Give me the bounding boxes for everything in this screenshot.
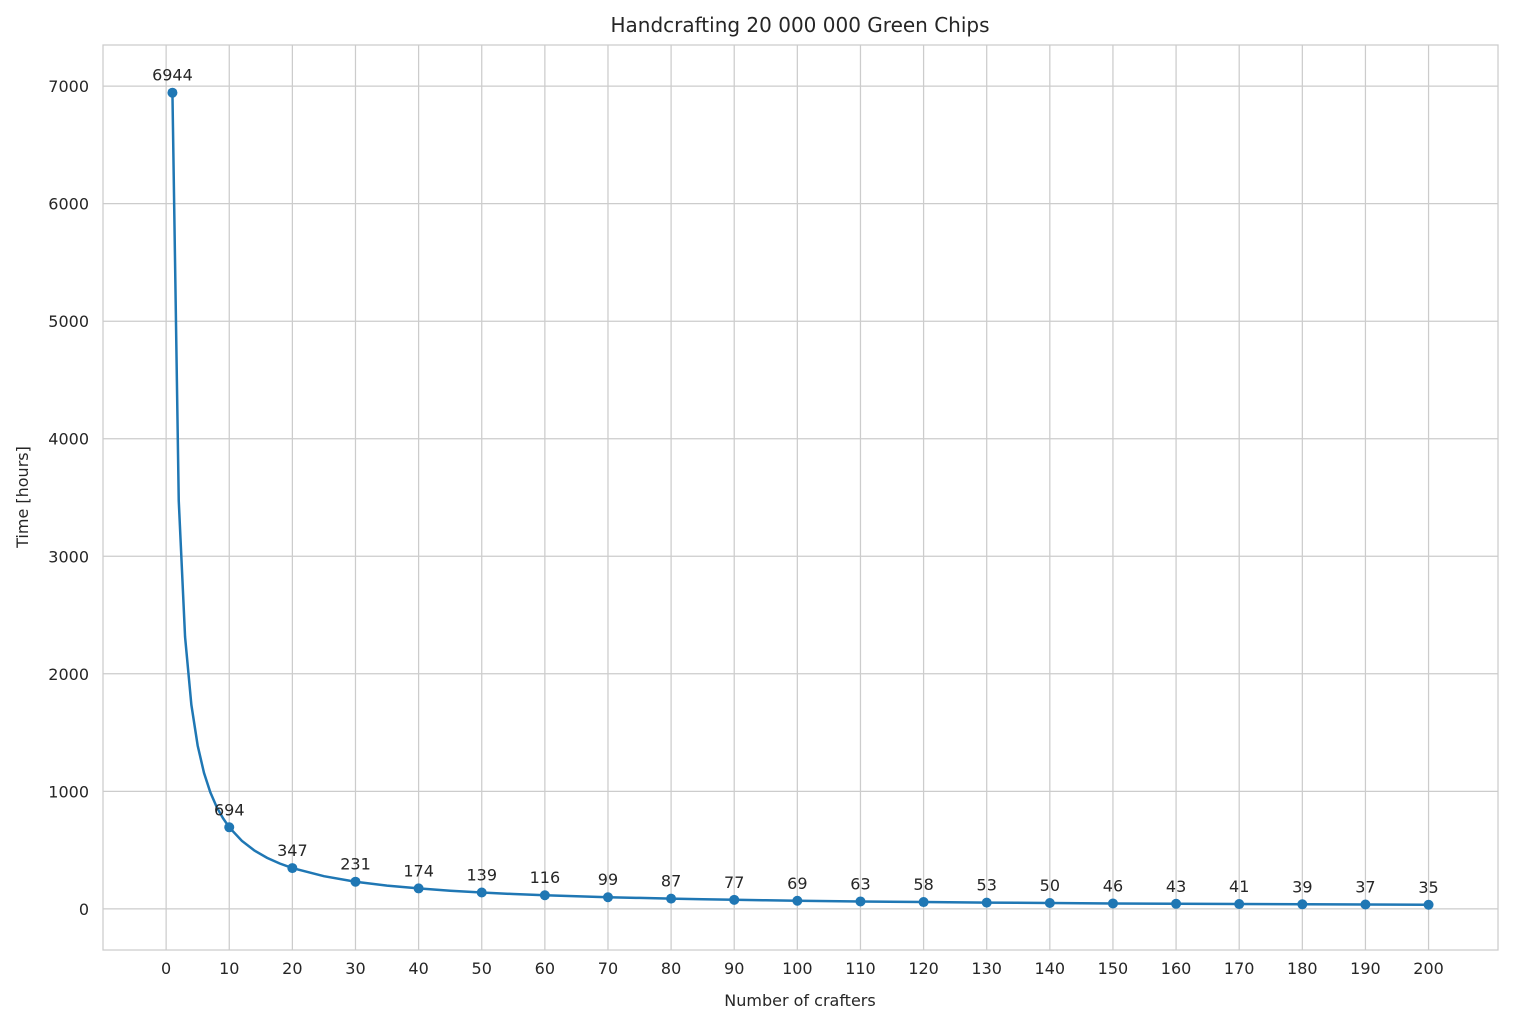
data-point: [918, 897, 929, 908]
data-point: [350, 876, 361, 887]
data-point: [855, 896, 866, 907]
x-tick-label: 10: [219, 959, 239, 978]
x-tick-label: 170: [1224, 959, 1255, 978]
data-point: [792, 895, 803, 906]
y-tick-label: 6000: [48, 195, 89, 214]
data-point: [476, 887, 487, 898]
data-point: [666, 893, 677, 904]
y-tick-label: 0: [79, 900, 89, 919]
y-tick-label: 2000: [48, 665, 89, 684]
data-label: 50: [1040, 876, 1060, 895]
data-label: 39: [1292, 877, 1312, 896]
data-label: 231: [340, 855, 371, 874]
x-tick-label: 90: [724, 959, 744, 978]
data-point: [224, 822, 235, 833]
x-tick-label: 120: [908, 959, 939, 978]
x-tick-label: 180: [1287, 959, 1318, 978]
x-tick-label: 20: [282, 959, 302, 978]
x-tick-label: 70: [598, 959, 618, 978]
data-points: [167, 87, 1434, 910]
data-label: 116: [530, 868, 561, 887]
x-axis-label: Number of crafters: [724, 991, 875, 1010]
data-point: [1044, 897, 1055, 908]
data-label: 46: [1103, 876, 1123, 895]
data-label: 37: [1355, 878, 1375, 897]
x-tick-label: 60: [535, 959, 555, 978]
grid: [103, 45, 1498, 950]
plot-frame: [102, 44, 1499, 951]
data-point: [287, 863, 298, 874]
data-label: 35: [1418, 878, 1438, 897]
data-point: [413, 883, 424, 894]
y-tick-label: 1000: [48, 782, 89, 801]
x-tick-label: 140: [1035, 959, 1066, 978]
y-tick-label: 7000: [48, 77, 89, 96]
data-label: 63: [850, 874, 870, 893]
x-tick-label: 100: [782, 959, 813, 978]
x-tick-label: 110: [845, 959, 876, 978]
y-tick-label: 3000: [48, 547, 89, 566]
data-label: 99: [598, 870, 618, 889]
data-label: 347: [277, 841, 308, 860]
x-tick-label: 200: [1413, 959, 1444, 978]
x-tick-label: 30: [345, 959, 365, 978]
data-label: 87: [661, 872, 681, 891]
data-label: 77: [724, 873, 744, 892]
data-point: [539, 890, 550, 901]
series-line: [171, 92, 1429, 906]
data-label: 139: [466, 866, 497, 885]
x-tick-labels: 0 10 20 30 40 50 60 70 80 90 100 110 120 130 140 150 160…: [161, 959, 1444, 978]
data-label: 69: [787, 874, 807, 893]
data-label: 43: [1166, 877, 1186, 896]
data-labels: 6944 694 347 231 174 139 116 99 87 77 69 63 58 53 50 46…: [152, 66, 1439, 897]
data-point: [729, 894, 740, 905]
data-point: [1360, 899, 1371, 910]
y-axis-label: Time [hours]: [13, 446, 32, 549]
data-point: [1234, 899, 1245, 910]
x-tick-label: 150: [1098, 959, 1129, 978]
data-label: 174: [403, 861, 434, 880]
data-point: [167, 87, 178, 98]
data-point: [602, 892, 613, 903]
data-label: 58: [913, 875, 933, 894]
data-point: [1171, 898, 1182, 909]
data-point: [981, 897, 992, 908]
data-point: [1423, 899, 1434, 910]
data-label: 41: [1229, 877, 1249, 896]
x-tick-label: 160: [1161, 959, 1192, 978]
chart-title: Handcrafting 20 000 000 Green Chips: [610, 13, 989, 37]
data-label: 694: [214, 800, 245, 819]
x-tick-label: 0: [161, 959, 171, 978]
data-label: 6944: [152, 66, 193, 85]
data-label: 53: [977, 876, 997, 895]
y-tick-labels: 0 1000 2000 3000 4000 5000 6000 7000: [48, 77, 89, 919]
y-tick-label: 5000: [48, 312, 89, 331]
x-tick-label: 50: [472, 959, 492, 978]
x-tick-label: 190: [1350, 959, 1381, 978]
x-tick-label: 80: [661, 959, 681, 978]
y-tick-label: 4000: [48, 430, 89, 449]
x-tick-label: 40: [408, 959, 428, 978]
x-tick-label: 130: [971, 959, 1002, 978]
data-point: [1297, 899, 1308, 910]
data-point: [1107, 898, 1118, 909]
